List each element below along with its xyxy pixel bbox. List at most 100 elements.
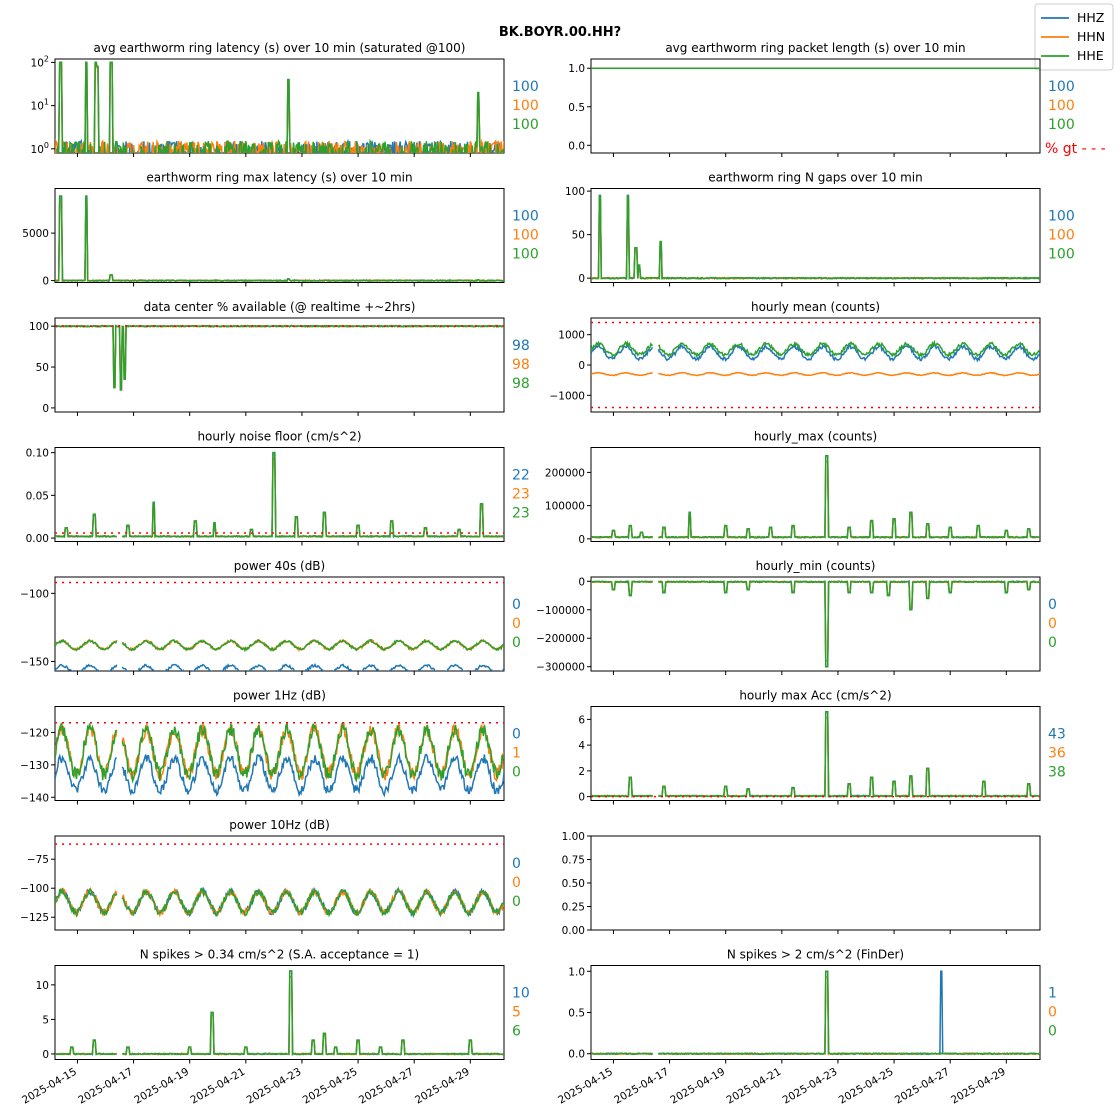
percent-available-hhz: 100 (512, 209, 539, 225)
panel-title: earthworm ring N gaps over 10 min (708, 171, 922, 185)
panel-title: hourly mean (counts) (751, 300, 880, 314)
plot-area (55, 195, 504, 283)
y-tick-label: 0 (42, 403, 49, 415)
axes: 0.00 0.25 0.50 0.75 1.00 (562, 831, 1041, 937)
percent-available-hhz: 22 (512, 468, 530, 484)
series-line-hhe (55, 195, 504, 283)
panel-4: data center % available (@ realtime +~2h… (29, 300, 530, 416)
y-tick-label: 102 (31, 54, 49, 69)
percent-available-hhe: 0 (1048, 1024, 1057, 1040)
axes-frame (590, 835, 1041, 931)
x-tick-label: 2025-04-29 (949, 1066, 1008, 1107)
series-line-hhn (55, 457, 504, 539)
series-line-hhz (55, 662, 504, 671)
axes: 0.0 0.5 1.0 (568, 58, 1041, 157)
series-line-hhz (55, 195, 504, 283)
panel-13: 0.00 0.25 0.50 0.75 1.00 (562, 831, 1041, 937)
series-line-hhz (591, 579, 1040, 668)
panel-title: earthworm ring max latency (s) over 10 m… (146, 171, 412, 185)
y-tick-label: 50 (572, 230, 585, 242)
percent-available-hhe: 0 (1048, 635, 1057, 651)
plot-area (55, 843, 504, 919)
legend-hhn-label: HHN (1077, 29, 1105, 44)
series-line-hhe (55, 887, 504, 918)
y-tick-label: 1.00 (562, 831, 585, 843)
panel-5: hourly mean (counts) −1000 0 1000 (549, 300, 1041, 416)
panel-title: avg earthworm ring packet length (s) ove… (665, 41, 965, 55)
panel-3: earthworm ring N gaps over 10 min 0 50 100 1… (565, 171, 1075, 287)
series-line-hhe (55, 638, 504, 653)
x-tick-label: 2025-04-17 (612, 1066, 671, 1107)
percent-available-hhe: 98 (512, 376, 530, 392)
series-line-hhn (55, 721, 504, 783)
plot-area (55, 721, 504, 798)
panel-title: power 10Hz (dB) (229, 818, 330, 832)
y-tick-label: 50 (36, 362, 49, 374)
axes: −150 −100 (20, 576, 505, 675)
y-tick-label: 1.0 (568, 63, 585, 75)
x-tick-label: 2025-04-29 (413, 1066, 472, 1107)
series-line-hhe (55, 970, 504, 1056)
series-line-hhz (591, 343, 1040, 363)
panel-title: power 1Hz (dB) (233, 689, 326, 703)
series-line-hhe (55, 324, 504, 391)
y-tick-label: −150 (20, 656, 49, 668)
percent-available-hhz: 0 (512, 727, 521, 743)
y-tick-label: 101 (31, 98, 49, 113)
x-tick-label: 2025-04-21 (724, 1066, 783, 1107)
y-tick-label: −130 (20, 760, 49, 772)
axes-frame (54, 317, 505, 413)
percent-available-hhz: 10 (512, 986, 530, 1002)
y-tick-label: −100 (20, 588, 49, 600)
axes: −125 −100 −75 (20, 835, 505, 934)
axes-frame (590, 447, 1041, 542)
y-tick-label: 0 (578, 792, 585, 804)
y-tick-label: 0.00 (26, 533, 49, 545)
y-tick-label: 10 (36, 980, 49, 992)
figure-title: BK.BOYR.00.HH? (499, 25, 621, 40)
percent-available-hhz: 0 (512, 856, 521, 872)
axes: 0 5000 (22, 188, 505, 288)
series-line-hhe (55, 722, 504, 784)
x-tick-label: 2025-04-21 (188, 1066, 247, 1107)
axes-frame (590, 188, 1041, 283)
axes-frame (590, 58, 1041, 154)
legend-hhe-label: HHE (1077, 48, 1104, 63)
y-tick-label: −75 (27, 854, 49, 866)
axes-frame (54, 835, 505, 931)
series-line-hhe (591, 455, 1040, 540)
percent-available-hhe: 6 (512, 1024, 521, 1040)
panel-title: avg earthworm ring latency (s) over 10 m… (94, 41, 466, 55)
axes-frame (54, 58, 505, 154)
axes: −300000 −200000 −100000 0 (536, 576, 1041, 675)
y-tick-exponent: 0 (44, 141, 49, 150)
panel-6: hourly noise floor (cm/s^2) 0.00 0.05 0.10 2… (26, 430, 530, 546)
series-line-hhz (591, 710, 1040, 798)
y-tick-label: 0.5 (568, 102, 585, 114)
y-tick-label: −125 (20, 912, 49, 924)
panel-title: N spikes > 2 cm/s^2 (FinDer) (727, 948, 904, 962)
percent-available-hhn: 23 (512, 487, 530, 503)
percent-available-hhn: 0 (1048, 1005, 1057, 1021)
percent-available-hhn: 0 (512, 875, 521, 891)
percent-available-hhe: 0 (512, 765, 521, 781)
percent-available-hhn: 100 (1048, 228, 1075, 244)
axes-frame (54, 576, 505, 672)
series-line-hhe (591, 579, 1040, 668)
percent-available-hhe: 0 (512, 635, 521, 651)
percent-available-hhe: 38 (1048, 765, 1066, 781)
series-line-hhe (591, 710, 1040, 799)
percent-available-hhz: 100 (1048, 79, 1075, 95)
plot-area (55, 581, 504, 671)
y-tick-label: 100 (565, 186, 585, 198)
y-tick-label: −140 (20, 792, 49, 804)
panel-15: N spikes > 2 cm/s^2 (FinDer) 0.0 0.5 1.0 202… (556, 948, 1057, 1107)
series-line-hhz (55, 970, 504, 1056)
axes: 0 50 100 (565, 186, 1041, 287)
series-line-hhn (55, 976, 504, 1056)
axes-frame (54, 188, 505, 283)
series-line-hhz (55, 751, 504, 798)
y-tick-label: 0.0 (568, 140, 585, 152)
series-line-hhn (55, 201, 504, 283)
